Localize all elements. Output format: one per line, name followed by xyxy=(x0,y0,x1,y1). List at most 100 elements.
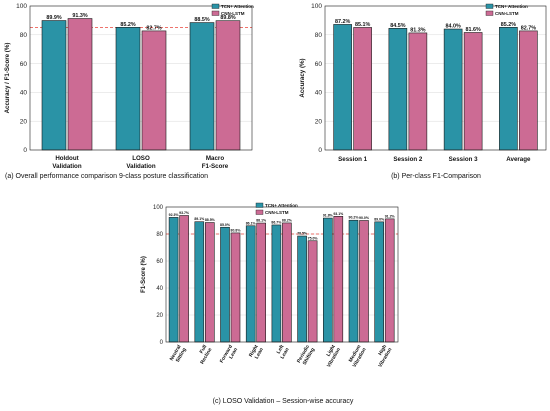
y-tick-label: 40 xyxy=(315,90,323,97)
y-tick-label: 100 xyxy=(153,205,164,211)
bar-value-label: 93.7% xyxy=(179,211,190,215)
bar-value-label: 91.8% xyxy=(323,214,334,218)
x-tick-label: Lean xyxy=(280,347,291,360)
plot-frame xyxy=(165,206,399,343)
bar-cnn-lstm xyxy=(205,222,215,343)
bar-value-label: 85.2% xyxy=(120,22,135,28)
bar-value-label: 84.0% xyxy=(445,24,460,30)
bar-tcn-attention xyxy=(115,27,141,151)
bar-value-label: 85.2% xyxy=(501,22,516,28)
y-tick-label: 20 xyxy=(156,313,163,319)
x-tick-label: Full xyxy=(199,343,209,354)
x-tick-label: F1-Score xyxy=(202,163,229,170)
bar-value-label: 86.7% xyxy=(271,220,282,224)
y-tick-label: 0 xyxy=(318,147,322,154)
x-tick-label: LOSO xyxy=(132,155,150,162)
bar-value-label: 93.1% xyxy=(333,212,344,216)
x-tick-label: Macro xyxy=(206,155,224,162)
x-tick-label: Light xyxy=(325,344,336,358)
y-tick-label: 20 xyxy=(20,118,28,125)
bar-tcn-attention xyxy=(374,221,385,343)
chart-caption: (b) Per-class F1-Comparison xyxy=(391,173,481,180)
bar-value-label: 82.7% xyxy=(146,25,161,31)
bar-cnn-lstm xyxy=(282,222,292,343)
y-tick-label: 100 xyxy=(16,3,27,10)
x-tick-label: Validation xyxy=(126,163,155,170)
y-axis-label: Accuracy (%) xyxy=(299,58,306,97)
y-tick-label: 20 xyxy=(315,118,323,125)
bar-value-label: 85.1% xyxy=(355,22,370,28)
bar-value-label: 89.9% xyxy=(46,15,61,21)
y-tick-label: 60 xyxy=(156,259,163,265)
x-tick-label: Session 1 xyxy=(338,156,367,163)
bar-tcn-attention xyxy=(220,226,230,343)
bar-cnn-lstm xyxy=(333,216,344,343)
plot-frame xyxy=(324,5,547,151)
bar-cnn-lstm xyxy=(359,220,369,343)
bar-value-label: 84.5% xyxy=(390,23,405,29)
y-axis-label: F1-Score (%) xyxy=(141,256,147,293)
x-tick-label: Session 3 xyxy=(449,156,478,163)
bar-value-label: 90.0% xyxy=(359,216,370,220)
legend-label: TCN+ Attention xyxy=(495,4,528,9)
legend-swatch xyxy=(485,3,494,9)
y-tick-label: 60 xyxy=(315,61,323,68)
bar-tcn-attention xyxy=(41,20,67,151)
bar-cnn-lstm xyxy=(384,218,395,343)
legend-label: CNN-LSTM xyxy=(495,11,519,16)
bar-tcn-attention xyxy=(189,22,215,151)
bar-value-label: 91.3% xyxy=(72,13,87,19)
y-tick-label: 100 xyxy=(311,3,322,10)
x-tick-label: Average xyxy=(506,156,531,163)
y-tick-label: 0 xyxy=(160,340,164,346)
bar-value-label: 91.2% xyxy=(385,214,396,218)
bar-tcn-attention xyxy=(168,217,179,343)
legend-label: TCN+ Attention xyxy=(265,203,298,208)
chart-caption: (c) LOSO Validation – Session-wise accur… xyxy=(213,398,354,405)
bar-cnn-lstm xyxy=(256,222,267,343)
legend-label: CNN-LSTM xyxy=(221,11,245,16)
bar-value-label: 81.6% xyxy=(465,27,480,33)
legend-label: CNN-LSTM xyxy=(265,210,289,215)
x-tick-label: Lean xyxy=(228,347,239,360)
bar-value-label: 89.8% xyxy=(220,15,235,21)
bar-value-label: 88.5% xyxy=(205,218,216,222)
y-tick-label: 80 xyxy=(20,32,28,39)
bar-tcn-attention xyxy=(443,28,463,151)
bar-value-label: 80.8% xyxy=(231,228,242,232)
legend: TCN+ Attention CNN-LSTM xyxy=(255,202,298,215)
x-tick-label: Left xyxy=(276,344,286,355)
bar-value-label: 89.1% xyxy=(194,217,205,221)
bar-cnn-lstm xyxy=(408,32,428,151)
bar-cnn-lstm xyxy=(307,240,318,343)
bar-cnn-lstm xyxy=(519,30,538,151)
bar-cnn-lstm xyxy=(179,215,189,343)
bar-value-label: 81.3% xyxy=(410,27,425,33)
y-tick-label: 40 xyxy=(20,90,28,97)
y-axis-label: Accuracy / F1-Score (%) xyxy=(4,43,11,114)
bar-value-label: 88.1% xyxy=(256,219,267,223)
plot-frame xyxy=(29,5,253,151)
legend: TCN+ Attention CNN-LSTM xyxy=(211,3,254,16)
x-tick-label: Lean xyxy=(254,347,265,360)
bar-tcn-attention xyxy=(245,225,256,343)
bar-value-label: 88.5% xyxy=(194,17,209,23)
bar-tcn-attention xyxy=(388,28,408,151)
bar-value-label: 75.0% xyxy=(308,236,319,240)
bar-cnn-lstm xyxy=(215,20,241,151)
x-tick-label: Right xyxy=(248,344,260,358)
bar-cnn-lstm xyxy=(67,18,93,151)
bar-value-label: 85.0% xyxy=(220,223,231,227)
bar-cnn-lstm xyxy=(463,32,483,151)
bar-tcn-attention xyxy=(271,224,282,343)
